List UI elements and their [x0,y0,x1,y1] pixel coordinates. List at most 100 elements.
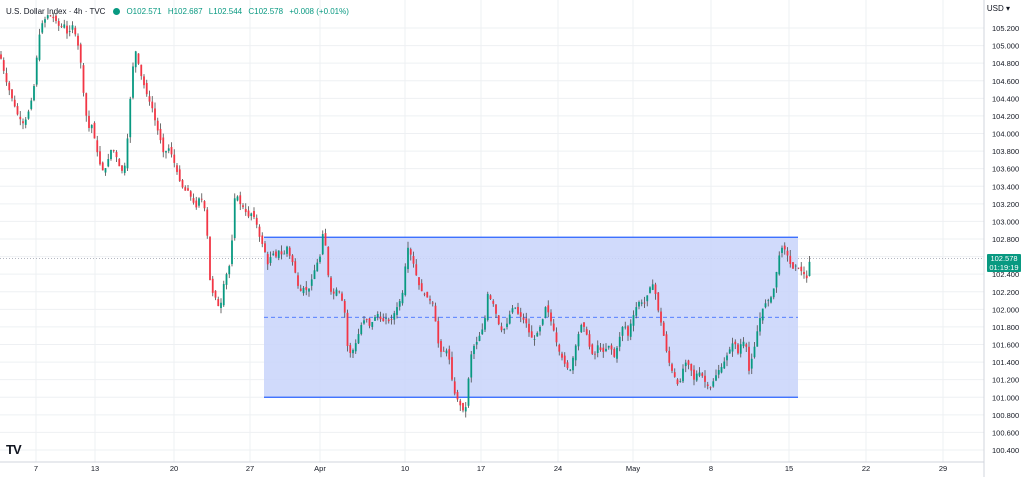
candle-down [489,295,492,300]
candle-down [242,205,244,208]
date-tick-label: 24 [554,464,562,473]
ohlc-low: L102.544 [208,6,243,16]
candle-down [462,402,464,411]
price-tick-label: 103.200 [992,200,1019,209]
candle-down [657,292,660,311]
candle-down [610,345,613,350]
candle-down [671,364,673,371]
candle-down [151,101,154,109]
price-tick-label: 103.800 [992,147,1019,156]
candle-up [723,361,726,369]
candle-down [448,349,451,360]
candle-up [316,262,319,272]
candle-down [294,261,297,273]
candle-down [704,375,706,382]
candle-up [726,355,728,361]
candle-up [759,318,761,332]
candles [0,12,811,418]
candle-down [495,304,497,314]
candle-down [324,233,327,246]
price-tick-label: 103.400 [992,182,1019,191]
candle-down [668,350,671,363]
candle-down [299,288,302,291]
range-rectangle[interactable] [264,236,798,398]
candle-down [206,209,209,236]
candle-down [297,275,299,286]
candle-down [734,341,737,345]
candle-down [737,344,739,354]
candle-up [269,257,272,263]
candle-down [643,302,646,304]
candle-up [464,407,467,412]
price-tick-label: 100.800 [992,411,1019,420]
candle-up [679,381,682,382]
candle-down [57,20,60,26]
candle-down [789,255,792,265]
candle-down [187,188,189,191]
candle-up [129,98,132,138]
candle-up [363,320,365,324]
candle-down [429,298,431,301]
symbol-name[interactable]: U.S. Dollar Index · 4h · TVC [6,6,106,16]
candle-down [563,355,566,364]
candle-up [313,270,316,280]
bar-countdown: 01:19:19 [989,263,1019,272]
candle-down [66,25,68,34]
candle-up [739,344,742,354]
candle-down [748,346,750,371]
candle-up [756,331,759,347]
date-tick-label: 22 [862,464,870,473]
candle-up [231,240,233,265]
candle-down [409,249,412,255]
candle-down [330,277,332,292]
candle-up [220,302,222,309]
date-tick-label: 13 [91,464,99,473]
candle-up [385,318,387,319]
candle-up [404,266,407,296]
candle-up [470,354,473,378]
currency-selector[interactable]: USD ▾ [986,4,1010,13]
candle-up [132,66,134,98]
candle-down [803,271,805,275]
candle-down [525,318,528,324]
candle-up [511,308,514,313]
candle-down [140,64,143,77]
candle-up [742,341,745,347]
candle-down [156,120,159,131]
candle-up [467,378,470,406]
candle-up [781,247,783,253]
candle-up [233,198,236,239]
candle-down [442,350,445,352]
candle-down [547,305,550,313]
candle-up [580,324,583,333]
candle-down [2,60,5,71]
candle-down [60,26,63,27]
candle-up [27,111,30,119]
candle-down [412,256,415,264]
candle-down [181,180,184,188]
candle-up [123,165,126,173]
price-tick-label: 103.000 [992,217,1019,226]
candle-up [107,159,110,167]
candle-down [431,302,434,304]
candle-down [693,369,695,380]
candle-up [357,334,360,344]
candle-down [561,353,563,358]
candle-down [192,198,195,203]
tradingview-logo[interactable]: TV [6,442,22,457]
price-tick-label: 105.200 [992,24,1019,33]
candle-down [613,349,616,357]
price-tick-label: 104.600 [992,77,1019,86]
candle-down [555,332,558,343]
price-tick-label: 101.600 [992,341,1019,350]
candle-up [794,265,797,267]
candle-down [332,291,335,294]
candle-up [360,324,363,335]
candle-down [52,16,55,19]
candle-up [624,326,627,328]
candle-up [649,287,651,293]
price-tick-label: 104.800 [992,59,1019,68]
candle-down [85,93,88,116]
candle-down [492,300,495,304]
